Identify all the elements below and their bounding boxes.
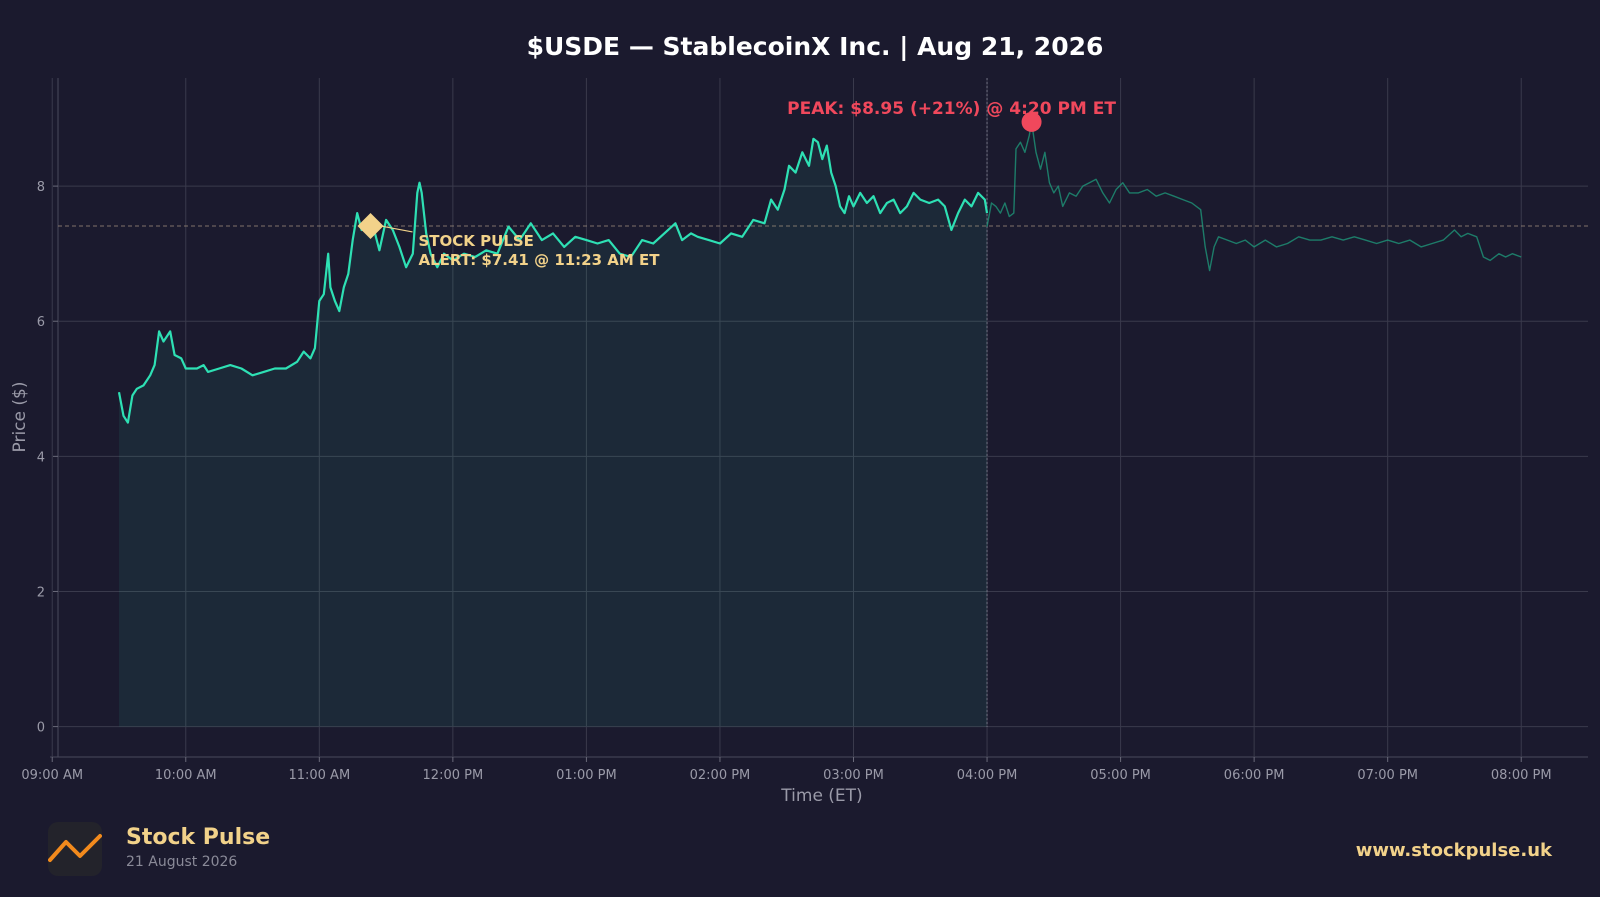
series-area-0 (119, 138, 987, 727)
brand-name: Stock Pulse (126, 825, 271, 850)
y-tick-label: 4 (37, 450, 45, 465)
alert-connector-line (380, 225, 413, 233)
x-tick-label: 04:00 PM (957, 768, 1018, 783)
brand-logo (48, 822, 102, 876)
alert-diamond-marker (357, 212, 384, 239)
x-tick-label: 10:00 AM (155, 768, 217, 783)
peak-label: PEAK: $8.95 (+21%) @ 4:20 PM ET (787, 99, 1116, 119)
reference-layer (58, 78, 1588, 727)
y-tick-label: 2 (37, 585, 45, 600)
y-tick-label: 0 (37, 721, 45, 736)
alert-label-line1: STOCK PULSE (419, 232, 534, 250)
brand-url[interactable]: www.stockpulse.uk (1355, 840, 1552, 861)
series-line-0 (117, 137, 989, 424)
x-tick-label: 09:00 AM (21, 768, 83, 783)
brand-date: 21 August 2026 (126, 854, 238, 870)
x-tick-label: 05:00 PM (1090, 768, 1151, 783)
grid-layer (50, 78, 1588, 758)
trend-line-icon (48, 834, 102, 862)
x-tick-label: 12:00 PM (423, 768, 484, 783)
chart-title: $USDE — StablecoinX Inc. | Aug 21, 2026 (527, 32, 1104, 61)
x-tick-label: 06:00 PM (1224, 768, 1285, 783)
y-tick-label: 8 (37, 180, 45, 195)
x-tick-label: 07:00 PM (1357, 768, 1418, 783)
area-layer (119, 138, 987, 727)
x-tick-label: 02:00 PM (690, 768, 751, 783)
tick-layer: 09:00 AM 10:00 AM 11:00 AM 12:00 PM 01:00 PM… (21, 180, 1551, 783)
peak-marker (1021, 111, 1042, 132)
x-tick-label: 01:00 PM (556, 768, 617, 783)
x-tick-label: 08:00 PM (1491, 768, 1552, 783)
x-tick-label: 11:00 AM (288, 768, 350, 783)
line-layer (117, 121, 1522, 424)
y-tick-label: 6 (37, 315, 45, 330)
alert-label-line2: ALERT: $7.41 @ 11:23 AM ET (419, 251, 661, 269)
x-axis-label: Time (ET) (780, 786, 862, 806)
y-axis-label: Price ($) (10, 382, 30, 453)
series-line-1 (986, 121, 1522, 272)
x-tick-label: 03:00 PM (823, 768, 884, 783)
